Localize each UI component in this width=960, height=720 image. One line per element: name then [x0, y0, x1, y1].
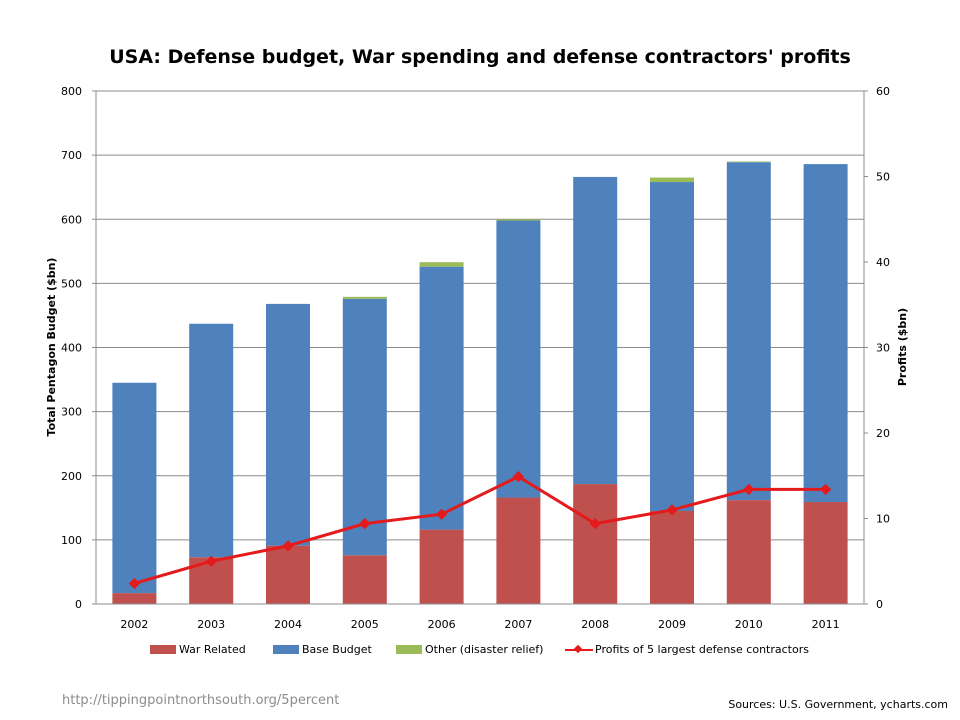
- bar-other-disaster-relief-2006: [419, 262, 464, 267]
- legend-label-war: War Related: [179, 643, 246, 656]
- x-tick-label: 2010: [735, 618, 763, 631]
- bar-base-budget-2005: [342, 298, 387, 556]
- x-tick-label: 2006: [428, 618, 456, 631]
- profits-point-2005: [359, 517, 371, 530]
- y2-tick-label: 30: [876, 342, 890, 355]
- legend-swatch-other: [396, 645, 422, 654]
- x-tick-label: 2002: [120, 618, 148, 631]
- profits-point-2007: [512, 470, 525, 483]
- bar-base-budget-2011: [803, 164, 848, 503]
- bar-other-disaster-relief-2010: [726, 161, 771, 163]
- legend: War Related Base Budget Other (disaster …: [0, 643, 960, 659]
- bar-base-budget-2006: [419, 266, 464, 530]
- source-credit: Sources: U.S. Government, ycharts.com: [728, 698, 948, 711]
- chart-title: USA: Defense budget, War spending and de…: [109, 46, 851, 68]
- profits-point-2006: [435, 508, 448, 520]
- bar-base-budget-2007: [496, 220, 541, 498]
- y2-tick-label: 0: [876, 598, 883, 611]
- legend-item-base-budget: Base Budget: [273, 643, 372, 656]
- legend-swatch-war: [150, 645, 176, 654]
- bar-war-related-2009: [650, 511, 694, 604]
- x-tick-label: 2004: [274, 618, 302, 631]
- legend-label-profits: Profits of 5 largest defense contractors: [595, 643, 809, 656]
- y2-axis-title: Profits ($bn): [896, 308, 909, 386]
- bar-war-related-2007: [496, 497, 541, 604]
- profits-point-2003: [205, 555, 217, 567]
- profits-point-2011: [819, 483, 832, 496]
- legend-swatch-profits: [565, 645, 593, 654]
- profits-point-2009: [666, 504, 678, 516]
- y-axis-title: Total Pentagon Budget ($bn): [45, 258, 58, 437]
- source-url: http://tippingpointnorthsouth.org/5perce…: [62, 693, 340, 708]
- legend-label-other: Other (disaster relief): [425, 643, 544, 656]
- bar-war-related-2002: [112, 593, 157, 604]
- bar-base-budget-2003: [189, 323, 234, 558]
- y-tick-label: 0: [75, 598, 82, 611]
- y-tick-label: 400: [61, 342, 82, 355]
- legend-item-war-related: War Related: [150, 643, 246, 656]
- x-tick-label: 2003: [197, 618, 225, 631]
- y-tick-label: 300: [61, 406, 82, 419]
- bar-base-budget-2004: [266, 303, 310, 546]
- x-tick-label: 2009: [658, 618, 686, 631]
- bar-war-related-2005: [342, 555, 387, 604]
- x-tick-label: 2011: [812, 618, 840, 631]
- y-tick-label: 700: [61, 149, 82, 162]
- y2-tick-label: 60: [876, 85, 890, 98]
- bar-war-related-2008: [573, 484, 618, 604]
- legend-label-base: Base Budget: [302, 643, 372, 656]
- bar-war-related-2010: [726, 500, 771, 604]
- bar-other-disaster-relief-2009: [650, 177, 694, 183]
- y2-tick-label: 10: [876, 513, 890, 526]
- y2-tick-label: 20: [876, 427, 890, 440]
- y-tick-label: 600: [61, 213, 82, 226]
- bar-base-budget-2009: [650, 182, 694, 512]
- bar-base-budget-2010: [726, 162, 771, 501]
- bar-base-budget-2002: [112, 382, 157, 594]
- y2-tick-label: 50: [876, 171, 890, 184]
- y-tick-label: 800: [61, 85, 82, 98]
- bar-war-related-2004: [266, 545, 310, 604]
- x-tick-label: 2007: [504, 618, 532, 631]
- profits-point-2010: [743, 483, 755, 496]
- y2-tick-label: 40: [876, 256, 890, 269]
- bar-war-related-2011: [803, 502, 848, 604]
- legend-item-profits: Profits of 5 largest defense contractors: [565, 643, 809, 656]
- legend-item-other: Other (disaster relief): [396, 643, 543, 656]
- y-tick-label: 100: [61, 534, 82, 547]
- x-tick-label: 2005: [351, 618, 379, 631]
- profits-point-2004: [282, 540, 294, 552]
- x-tick-label: 2008: [581, 618, 609, 631]
- bar-other-disaster-relief-2007: [496, 219, 541, 221]
- y-tick-label: 500: [61, 277, 82, 290]
- bar-war-related-2006: [419, 529, 464, 604]
- y-tick-label: 200: [61, 470, 82, 483]
- profits-point-2008: [589, 517, 601, 530]
- bar-base-budget-2008: [573, 176, 618, 485]
- profits-line: [133, 474, 826, 585]
- bar-other-disaster-relief-2005: [342, 296, 387, 299]
- profits-point-2002: [128, 577, 141, 590]
- legend-swatch-base: [273, 645, 299, 654]
